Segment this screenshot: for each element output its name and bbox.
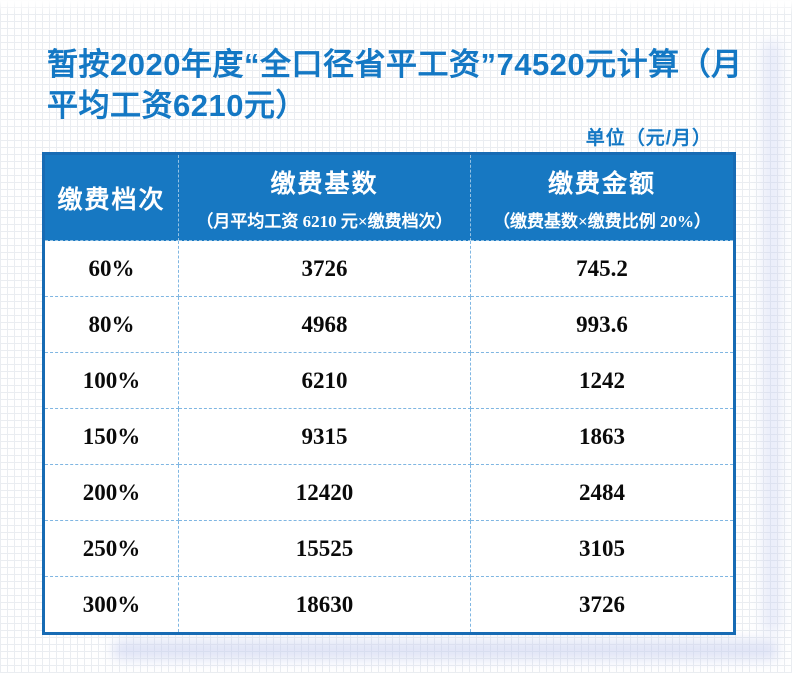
column-header-base-sublabel: （月平均工资 6210 元×缴费档次） (196, 211, 453, 231)
amount-value: 993.6 (470, 296, 735, 353)
table-header-row: 缴费档次 缴费基数 （月平均工资 6210 元×缴费档次） 缴费金额 （缴费基数… (43, 153, 735, 241)
base-value: 12420 (178, 464, 471, 521)
tier-value: 250% (43, 520, 179, 577)
tier-value: 150% (43, 408, 179, 465)
card-shadow-bottom (112, 640, 778, 660)
column-header-base: 缴费基数 （月平均工资 6210 元×缴费档次） (178, 153, 471, 241)
table-row: 300% 18630 3726 (43, 576, 735, 634)
tier-value: 200% (43, 464, 179, 521)
column-header-amount-sublabel: （缴费基数×缴费比例 20%） (493, 211, 711, 231)
table-row: 60% 3726 745.2 (43, 240, 735, 297)
unit-label: 单位（元/月） (585, 128, 712, 149)
base-value: 15525 (178, 520, 471, 577)
column-header-amount: 缴费金额 （缴费基数×缴费比例 20%） (470, 153, 735, 241)
amount-value: 1242 (470, 352, 735, 409)
tier-value: 80% (43, 296, 179, 353)
table-row: 80% 4968 993.6 (43, 296, 735, 353)
table-row: 250% 15525 3105 (43, 520, 735, 577)
tier-value: 300% (43, 576, 179, 634)
table-row: 150% 9315 1863 (43, 408, 735, 465)
column-header-tier-label: 缴费档次 (57, 186, 166, 214)
base-value: 6210 (178, 352, 471, 409)
amount-value: 745.2 (470, 240, 735, 297)
base-value: 18630 (178, 576, 471, 634)
column-header-base-label: 缴费基数 (270, 170, 379, 198)
base-value: 4968 (178, 296, 471, 353)
amount-value: 1863 (470, 408, 735, 465)
tier-value: 100% (43, 352, 179, 409)
table-row: 100% 6210 1242 (43, 352, 735, 409)
tier-value: 60% (43, 240, 179, 297)
amount-value: 3105 (470, 520, 735, 577)
base-value: 3726 (178, 240, 471, 297)
amount-value: 2484 (470, 464, 735, 521)
card-shadow-right (762, 40, 782, 633)
table-row: 200% 12420 2484 (43, 464, 735, 521)
top-fade-decoration (0, 0, 792, 14)
page-title: 暂按2020年度“全口径省平工资”74520元计算（月平均工资6210元） (47, 47, 743, 123)
column-header-tier: 缴费档次 (43, 153, 179, 241)
base-value: 9315 (178, 408, 471, 465)
amount-value: 3726 (470, 576, 735, 634)
contribution-table: 缴费档次 缴费基数 （月平均工资 6210 元×缴费档次） 缴费金额 （缴费基数… (42, 152, 736, 635)
column-header-amount-label: 缴费金额 (547, 170, 656, 198)
